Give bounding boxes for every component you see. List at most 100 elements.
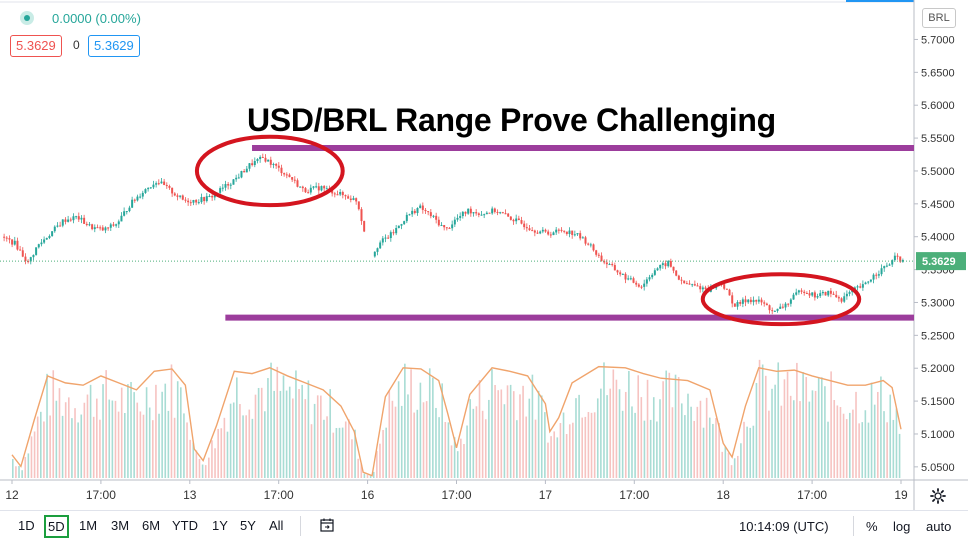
timeframe-3m[interactable]: 3M bbox=[111, 518, 130, 533]
volume-bar bbox=[86, 394, 89, 478]
volume-bar bbox=[516, 420, 518, 478]
volume-bar bbox=[736, 455, 739, 478]
candle-body bbox=[443, 225, 446, 228]
volume-bar bbox=[540, 395, 543, 478]
candle-body bbox=[141, 192, 144, 197]
volume-bar bbox=[699, 400, 702, 478]
candle-body bbox=[352, 198, 355, 200]
candle-body bbox=[424, 209, 427, 212]
candle-body bbox=[419, 205, 422, 209]
gear-icon[interactable] bbox=[930, 488, 946, 504]
volume-bar bbox=[198, 458, 201, 478]
sell-price-button[interactable]: 5.3629 bbox=[10, 35, 62, 57]
candle-body bbox=[136, 196, 139, 201]
volume-bar bbox=[587, 412, 590, 478]
volume-bar bbox=[662, 381, 664, 478]
candle-body bbox=[288, 174, 291, 178]
candle-body bbox=[661, 263, 664, 265]
candle-body bbox=[595, 250, 598, 255]
candle-body bbox=[864, 282, 867, 285]
volume-bar bbox=[379, 443, 381, 478]
candle-body bbox=[53, 226, 56, 232]
candle-body bbox=[104, 227, 107, 231]
candle-body bbox=[285, 174, 288, 176]
timeframe-5d[interactable]: 5D bbox=[44, 515, 69, 538]
volume-bar bbox=[453, 437, 456, 478]
candle-body bbox=[725, 288, 728, 290]
volume-bar bbox=[820, 377, 823, 478]
timeframe-6m[interactable]: 6M bbox=[142, 518, 161, 533]
volume-bar bbox=[114, 400, 117, 478]
price-tick-label: 5.6500 bbox=[921, 67, 955, 79]
volume-bar bbox=[758, 359, 761, 478]
candle-body bbox=[93, 227, 96, 230]
candle-body bbox=[683, 280, 686, 284]
volume-bar bbox=[192, 442, 195, 478]
volume-bar bbox=[176, 381, 179, 478]
candle-body bbox=[203, 197, 206, 202]
timeframe-1m[interactable]: 1M bbox=[79, 518, 98, 533]
volume-bar bbox=[307, 380, 310, 478]
currency-button[interactable]: BRL bbox=[922, 8, 956, 28]
candle-body bbox=[19, 249, 22, 251]
volume-bar bbox=[528, 398, 531, 478]
timeframe-5y[interactable]: 5Y bbox=[240, 518, 256, 533]
volume-bar bbox=[789, 395, 792, 478]
candle-body bbox=[61, 219, 64, 226]
volume-bar bbox=[472, 408, 475, 478]
candle-body bbox=[605, 262, 608, 265]
candle-body bbox=[691, 284, 694, 286]
log-toggle[interactable]: log bbox=[893, 519, 911, 534]
candle-body bbox=[451, 224, 454, 229]
candle-body bbox=[464, 211, 467, 214]
candle-body bbox=[152, 184, 155, 188]
time-tick-label: 17:00 bbox=[619, 488, 649, 502]
candle-body bbox=[467, 208, 470, 214]
timeframe-1d[interactable]: 1D bbox=[18, 518, 35, 533]
candle-body bbox=[416, 208, 419, 214]
candle-body bbox=[192, 200, 195, 203]
volume-bar bbox=[867, 422, 870, 478]
volume-bar bbox=[64, 402, 67, 478]
buy-price-button[interactable]: 5.3629 bbox=[88, 35, 140, 57]
timeframe-ytd[interactable]: YTD bbox=[172, 518, 198, 533]
percent-toggle[interactable]: % bbox=[866, 519, 878, 534]
volume-bar bbox=[49, 415, 51, 478]
time-tick-label: 18 bbox=[717, 488, 731, 502]
timeframe-1y[interactable]: 1Y bbox=[212, 518, 228, 533]
candle-body bbox=[296, 180, 299, 187]
candle-body bbox=[427, 211, 430, 213]
candle-body bbox=[485, 212, 488, 215]
volume-bar bbox=[671, 407, 674, 478]
volume-bar bbox=[693, 420, 696, 478]
volume-bar bbox=[643, 420, 646, 478]
volume-bar bbox=[419, 382, 422, 478]
candle-body bbox=[651, 274, 654, 278]
volume-ma-line bbox=[11, 365, 902, 477]
candle-body bbox=[475, 212, 478, 214]
volume-bar bbox=[634, 412, 636, 478]
candle-body bbox=[635, 282, 638, 285]
volume-bar bbox=[214, 448, 216, 478]
date-range-icon[interactable] bbox=[320, 518, 334, 532]
price-tick-label: 5.2000 bbox=[921, 363, 955, 375]
volume-bar bbox=[335, 427, 338, 478]
utc-clock[interactable]: 10:14:09 (UTC) bbox=[739, 519, 829, 534]
auto-toggle[interactable]: auto bbox=[926, 519, 952, 534]
volume-bar bbox=[357, 458, 359, 478]
candle-body bbox=[736, 302, 739, 307]
candle-body bbox=[67, 219, 70, 222]
candle-body bbox=[645, 279, 648, 284]
volume-bar bbox=[631, 406, 633, 478]
candle-body bbox=[339, 192, 342, 195]
volume-bar bbox=[236, 377, 238, 478]
volume-bar bbox=[391, 400, 394, 478]
candle-body bbox=[72, 216, 75, 221]
volume-bar bbox=[404, 363, 406, 478]
timeframe-all[interactable]: All bbox=[269, 518, 284, 533]
candle-body bbox=[557, 229, 560, 231]
volume-bar bbox=[204, 465, 207, 478]
volume-bar bbox=[584, 416, 587, 478]
candle-body bbox=[744, 299, 747, 303]
